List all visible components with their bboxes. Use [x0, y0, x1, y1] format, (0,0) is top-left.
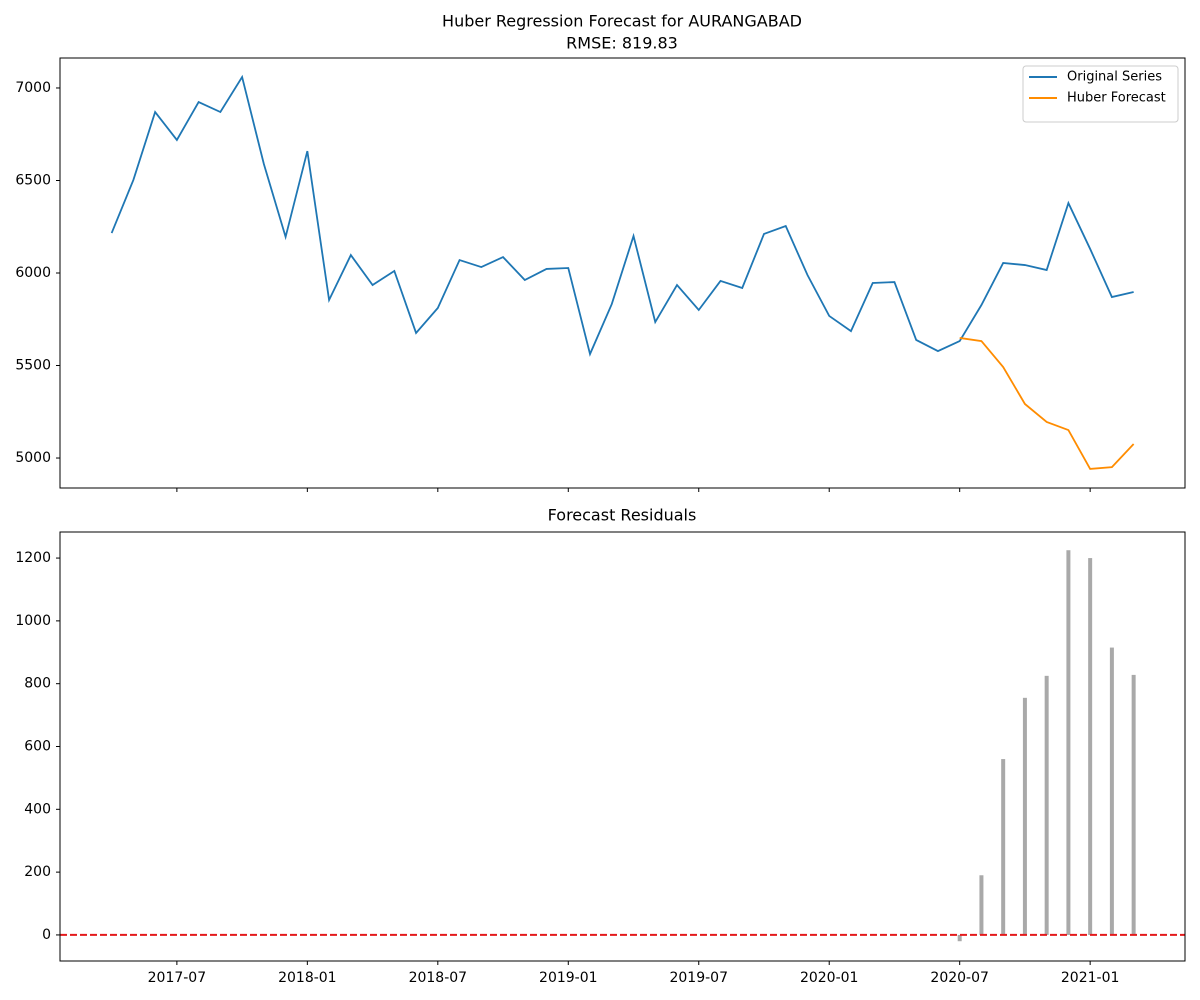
legend-label: Original Series	[1067, 70, 1162, 85]
chart-title: Huber Regression Forecast for AURANGABAD	[442, 12, 802, 31]
y-tick-label: 1200	[15, 550, 51, 566]
bar	[1109, 647, 1114, 935]
bar	[1066, 550, 1071, 935]
x-tick-label: 2017-07	[148, 970, 207, 986]
x-tick-label: 2019-07	[669, 970, 728, 986]
legend-box	[1022, 65, 1179, 123]
chart-title: Forecast Residuals	[548, 506, 697, 525]
x-tick-label: 2021-01	[1061, 970, 1120, 986]
legend-label: Huber Forecast	[1067, 91, 1166, 106]
bar	[979, 875, 984, 935]
y-tick-label: 5500	[15, 358, 51, 374]
bar	[1022, 697, 1027, 935]
y-tick-label: 6000	[15, 265, 51, 281]
y-tick-label: 400	[24, 801, 51, 817]
data-line	[959, 337, 1135, 470]
y-tick-label: 800	[24, 676, 51, 692]
x-tick-label: 2019-01	[539, 970, 598, 986]
bar	[1131, 674, 1136, 935]
x-tick-label: 2020-01	[800, 970, 859, 986]
data-line	[110, 74, 1134, 357]
bar	[1044, 675, 1049, 935]
chart-subtitle: RMSE: 819.83	[566, 34, 678, 53]
bar	[1088, 558, 1093, 935]
bar	[1001, 759, 1006, 935]
y-tick-label: 6500	[15, 172, 51, 188]
y-tick-label: 7000	[15, 80, 51, 96]
y-tick-label: 200	[24, 864, 51, 880]
x-tick-label: 2020-07	[930, 970, 989, 986]
y-tick-label: 600	[24, 739, 51, 755]
x-tick-label: 2018-01	[278, 970, 337, 986]
y-tick-label: 5000	[15, 450, 51, 466]
x-tick-label: 2018-07	[409, 970, 468, 986]
y-tick-label: 1000	[15, 613, 51, 629]
y-tick-label: 0	[42, 927, 51, 943]
bar	[957, 934, 962, 942]
